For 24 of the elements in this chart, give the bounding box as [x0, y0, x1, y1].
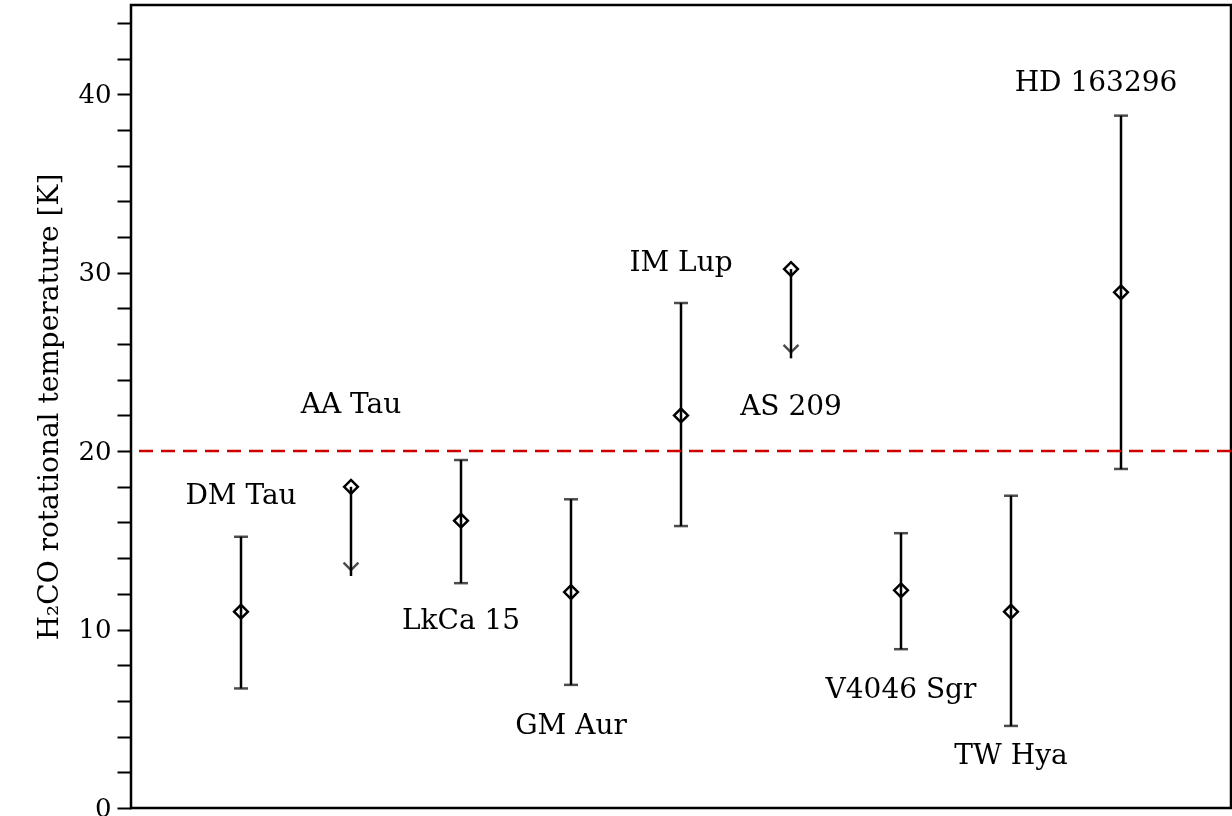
- point: [452, 512, 470, 529]
- point: [1112, 284, 1130, 301]
- x-tick-label: V4046 Sgr: [824, 672, 978, 706]
- x-tick-label: AS 209: [739, 389, 842, 423]
- y-tick-label: 20: [78, 435, 112, 466]
- point: [342, 478, 360, 495]
- y-tick-label: 40: [78, 78, 112, 109]
- y-axis-title: H₂CO rotational temperature [K]: [32, 173, 66, 641]
- point: [232, 603, 250, 620]
- point: [892, 582, 910, 599]
- x-tick-label: IM Lup: [629, 245, 733, 279]
- x-tick-label: AA Tau: [299, 386, 402, 420]
- x-tick-label: DM Tau: [185, 477, 297, 511]
- x-tick-label: LkCa 15: [401, 602, 521, 636]
- x-tick-label: HD 163296: [1014, 65, 1178, 99]
- x-tick-label: GM Aur: [515, 708, 628, 742]
- y-tick-label: 10: [78, 614, 112, 645]
- point: [562, 583, 580, 601]
- point: [672, 407, 690, 424]
- point: [782, 260, 800, 278]
- point: [1002, 603, 1020, 620]
- x-tick-label: TW Hya: [954, 737, 1068, 771]
- y-tick-label: 30: [78, 257, 112, 288]
- y-tick-label: 0: [94, 792, 112, 816]
